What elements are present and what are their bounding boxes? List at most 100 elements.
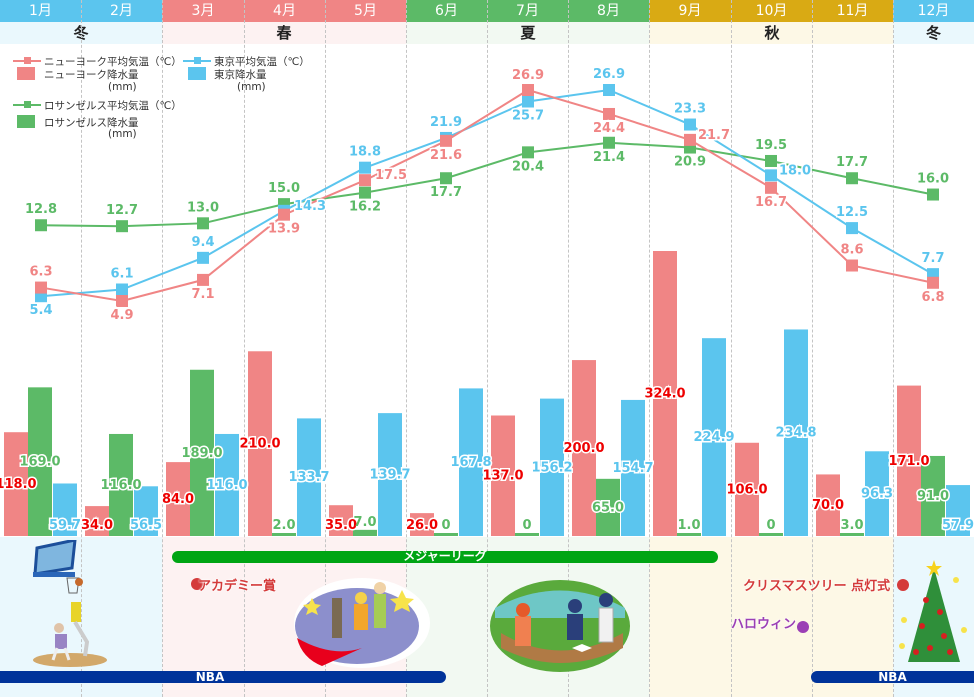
precip-label-ny: 84.0 bbox=[162, 492, 194, 507]
temp-marker-la bbox=[35, 219, 47, 232]
precip-bar-tokyo bbox=[540, 398, 564, 536]
temp-label-ny: 24.4 bbox=[593, 121, 625, 136]
temp-label-tokyo: 9.4 bbox=[191, 235, 214, 250]
precip-label-tokyo: 234.8 bbox=[775, 426, 816, 441]
precip-bar-tokyo bbox=[459, 388, 483, 536]
precip-bar-ny bbox=[248, 351, 272, 536]
temp-label-la: 17.7 bbox=[430, 185, 462, 200]
temp-marker-la bbox=[197, 217, 209, 230]
temp-marker-tokyo bbox=[765, 169, 777, 182]
precip-bar-ny bbox=[166, 462, 190, 536]
temp-label-la: 12.7 bbox=[106, 203, 138, 218]
temp-marker-la bbox=[116, 220, 128, 233]
precip-label-tokyo: 57.9 bbox=[942, 518, 974, 533]
season-band-bg bbox=[812, 22, 893, 44]
precip-label-ny: 324.0 bbox=[644, 387, 685, 402]
legend-label-tokyo-precip: 東京降水量 bbox=[214, 69, 267, 81]
precip-label-ny: 34.0 bbox=[81, 518, 113, 533]
precip-bar-tokyo bbox=[53, 483, 77, 536]
christmas-tree-illustration bbox=[899, 560, 967, 662]
temp-label-ny: 26.9 bbox=[512, 68, 544, 83]
precip-label-la: 0 bbox=[766, 518, 775, 533]
legend-marker-ny bbox=[24, 57, 31, 64]
temp-line-tokyo bbox=[40, 88, 934, 298]
season-band-bg bbox=[0, 22, 81, 44]
temp-marker-ny bbox=[116, 295, 128, 307]
precip-bar-ny bbox=[897, 385, 921, 536]
temp-marker-la bbox=[359, 186, 371, 199]
precip-label-la: 0 bbox=[522, 518, 531, 533]
precip-label-tokyo: 139.7 bbox=[369, 468, 410, 483]
precip-bar-tokyo bbox=[784, 329, 808, 536]
month-header-6: 6月 bbox=[406, 0, 487, 22]
temp-marker-ny bbox=[522, 84, 534, 96]
precip-bar-ny bbox=[572, 360, 596, 536]
temp-marker-la bbox=[765, 154, 777, 167]
precip-bar-ny bbox=[735, 442, 759, 536]
precip-bar-la bbox=[677, 533, 701, 536]
event-band-bg bbox=[812, 537, 893, 697]
nba-season-bar-early bbox=[0, 671, 446, 683]
temp-label-tokyo: 23.3 bbox=[674, 102, 706, 117]
temp-label-la: 20.4 bbox=[512, 159, 544, 174]
season-label-winter-december: 冬 bbox=[925, 24, 941, 42]
precip-bar-tokyo bbox=[702, 338, 726, 536]
temp-marker-ny bbox=[35, 281, 47, 294]
temp-marker-ny bbox=[846, 259, 858, 272]
temp-label-la: 17.7 bbox=[836, 155, 868, 170]
month-gridline bbox=[812, 0, 813, 697]
event-band-bg bbox=[81, 537, 162, 697]
temp-marker-ny bbox=[684, 133, 696, 146]
temp-label-la: 15.0 bbox=[268, 181, 300, 196]
precip-label-la: 0 bbox=[441, 518, 450, 533]
season-band-bg bbox=[568, 22, 649, 44]
precip-label-tokyo: 116.0 bbox=[206, 478, 247, 493]
temp-marker-ny bbox=[278, 208, 290, 221]
legend-label-tokyo-temp: 東京平均気温（℃） bbox=[214, 56, 310, 68]
precip-bar-la bbox=[434, 533, 458, 536]
temp-label-ny: 6.8 bbox=[921, 290, 944, 305]
month-gridline bbox=[649, 0, 650, 697]
month-header-4: 4月 bbox=[244, 0, 325, 22]
precip-label-la: 1.0 bbox=[677, 518, 700, 533]
temp-label-ny: 13.9 bbox=[268, 222, 300, 237]
precip-bar-tokyo bbox=[378, 413, 402, 536]
basketball-illustration bbox=[33, 540, 107, 667]
precip-label-la: 169.0 bbox=[19, 455, 60, 470]
precip-bar-ny bbox=[85, 506, 109, 536]
temp-marker-ny bbox=[603, 107, 615, 120]
nba-label-late: NBA bbox=[878, 670, 907, 684]
precip-bar-la bbox=[596, 478, 620, 536]
temp-marker-la bbox=[522, 146, 534, 159]
season-band-bg bbox=[893, 22, 974, 44]
precip-bar-tokyo bbox=[215, 433, 239, 536]
season-band-bg bbox=[162, 22, 244, 44]
halloween-dot bbox=[797, 621, 809, 633]
precip-label-ny: 70.0 bbox=[812, 498, 844, 513]
precip-bar-la bbox=[515, 533, 539, 536]
precip-bar-tokyo bbox=[946, 485, 970, 536]
precip-bar-la bbox=[272, 533, 296, 536]
nba-label-early: NBA bbox=[195, 670, 225, 684]
temp-marker-la bbox=[846, 172, 858, 185]
season-band-bg bbox=[487, 22, 568, 44]
temp-label-tokyo: 14.3 bbox=[294, 199, 326, 214]
temp-label-tokyo: 25.7 bbox=[512, 109, 544, 124]
precip-bar-tokyo bbox=[865, 451, 889, 536]
month-header-5: 5月 bbox=[325, 0, 406, 22]
season-band-bg bbox=[406, 22, 487, 44]
month-header-2: 2月 bbox=[81, 0, 162, 22]
precip-label-tokyo: 56.5 bbox=[130, 518, 162, 533]
temp-marker-ny bbox=[197, 273, 209, 286]
month-gridline bbox=[81, 0, 82, 697]
precip-label-la: 7.0 bbox=[353, 515, 376, 530]
precip-bar-ny bbox=[410, 513, 434, 536]
temp-marker-ny bbox=[359, 174, 371, 187]
month-header-7: 7月 bbox=[487, 0, 568, 22]
month-header-9: 9月 bbox=[649, 0, 731, 22]
precip-bar-la bbox=[921, 455, 945, 536]
temp-marker-ny bbox=[440, 134, 452, 147]
christmas-tree-lighting-label: クリスマスツリー 点灯式 bbox=[743, 579, 891, 594]
